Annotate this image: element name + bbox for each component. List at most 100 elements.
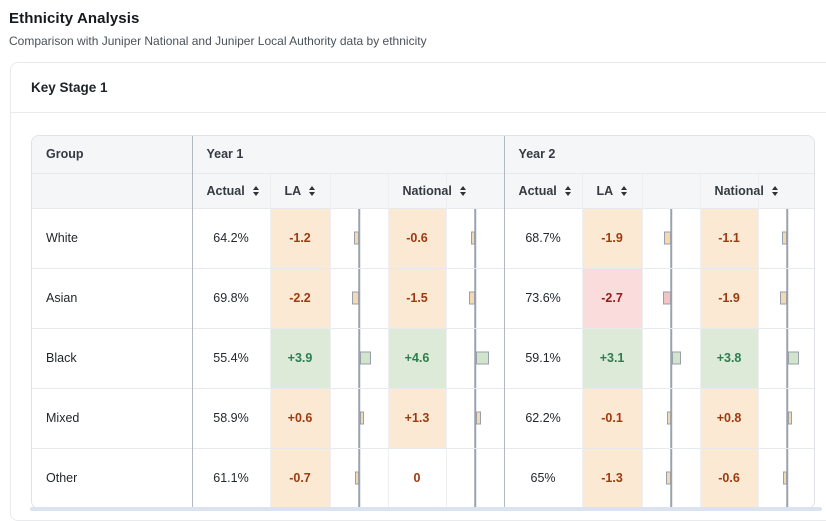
- national-delta-bar-cell: [445, 327, 505, 388]
- column-header-year1: Year 1: [191, 136, 505, 173]
- delta-bar-icon: [666, 471, 672, 485]
- subheader-empty: [641, 172, 701, 208]
- la-delta-bar-cell: [329, 387, 388, 448]
- page-title: Ethnicity Analysis: [9, 10, 140, 27]
- column-header-actual-y1[interactable]: Actual: [191, 172, 270, 208]
- baseline-icon: [786, 388, 789, 448]
- baseline-icon: [786, 328, 789, 388]
- key-stage-card: Key Stage 1 Group Year 1 Year 2: [10, 62, 826, 521]
- table-subheader-row: Actual LA National Actual: [32, 172, 814, 208]
- table-row: Other 61.1% -0.7 0 65% -1.3 -0.6: [32, 447, 814, 508]
- national-delta-cell: +1.3: [387, 387, 446, 448]
- la-delta-bar-cell: [641, 207, 701, 268]
- baseline-icon: [474, 328, 476, 388]
- la-delta-cell: -1.9: [581, 207, 643, 268]
- delta-bar-icon: [783, 471, 788, 485]
- baseline-icon: [358, 268, 360, 328]
- la-delta-cell: -2.7: [581, 267, 643, 328]
- actual-value-cell: 65%: [503, 447, 583, 508]
- national-delta-bar-cell: [445, 447, 505, 508]
- subheader-empty: [757, 172, 814, 208]
- baseline-icon: [358, 208, 360, 268]
- actual-value-cell: 64.2%: [191, 207, 270, 268]
- column-header-actual-y2[interactable]: Actual: [503, 172, 583, 208]
- delta-bar-icon: [672, 351, 682, 365]
- la-delta-cell: -0.7: [269, 447, 330, 508]
- actual-value-cell: 61.1%: [191, 447, 270, 508]
- delta-bar-icon: [667, 411, 672, 425]
- actual-value-cell: 68.7%: [503, 207, 583, 268]
- baseline-icon: [670, 328, 672, 388]
- actual-value-cell: 55.4%: [191, 327, 270, 388]
- actual-value-cell: 62.2%: [503, 387, 583, 448]
- sort-arrows-icon[interactable]: [771, 185, 778, 196]
- horizontal-scrollbar[interactable]: [30, 507, 822, 511]
- delta-bar-icon: [360, 411, 364, 425]
- la-delta-bar-cell: [641, 447, 701, 508]
- la-delta-cell: -1.2: [269, 207, 330, 268]
- subheader-empty: [445, 172, 505, 208]
- group-cell: White: [32, 207, 192, 268]
- delta-bar-icon: [476, 411, 482, 425]
- la-delta-bar-cell: [329, 447, 388, 508]
- actual-value-cell: 73.6%: [503, 267, 583, 328]
- national-delta-bar-cell: [757, 207, 814, 268]
- la-delta-bar-cell: [641, 387, 701, 448]
- national-delta-cell: -1.5: [387, 267, 446, 328]
- delta-bar-icon: [469, 291, 476, 305]
- national-delta-bar-cell: [757, 447, 814, 508]
- group-cell: Asian: [32, 267, 192, 328]
- baseline-icon: [670, 208, 672, 268]
- la-delta-bar-cell: [641, 267, 701, 328]
- column-header-group: Group: [32, 136, 192, 173]
- baseline-icon: [670, 388, 672, 448]
- delta-bar-icon: [471, 231, 476, 245]
- column-header-la-y1[interactable]: LA: [269, 172, 330, 208]
- sort-arrows-icon[interactable]: [564, 185, 571, 196]
- baseline-icon: [358, 388, 360, 448]
- delta-bar-icon: [352, 291, 359, 305]
- delta-bar-icon: [354, 231, 359, 245]
- national-delta-cell: 0: [387, 447, 446, 508]
- sort-arrows-icon[interactable]: [621, 185, 628, 196]
- la-delta-cell: -0.1: [581, 387, 643, 448]
- column-header-national-y2[interactable]: National: [699, 172, 778, 208]
- baseline-icon: [358, 328, 360, 388]
- delta-bar-icon: [663, 291, 672, 305]
- national-delta-bar-cell: [757, 387, 814, 448]
- la-delta-cell: -1.3: [581, 447, 643, 508]
- delta-bar-icon: [476, 351, 490, 365]
- column-header-year2: Year 2: [503, 136, 814, 173]
- national-delta-bar-cell: [757, 327, 814, 388]
- delta-bar-icon: [782, 231, 788, 245]
- national-delta-bar-cell: [445, 387, 505, 448]
- la-delta-bar-cell: [329, 207, 388, 268]
- baseline-icon: [474, 388, 476, 448]
- la-delta-cell: +0.6: [269, 387, 330, 448]
- column-header-national-y1[interactable]: National: [387, 172, 466, 208]
- delta-bar-icon: [788, 351, 800, 365]
- sort-arrows-icon[interactable]: [252, 185, 259, 196]
- table-row: Asian 69.8% -2.2 -1.5 73.6% -2.7 -1.9: [32, 267, 814, 328]
- page-subtitle: Comparison with Juniper National and Jun…: [9, 34, 427, 48]
- ethnicity-table: Group Year 1 Year 2 Actual LA: [31, 135, 815, 509]
- subheader-empty: [329, 172, 388, 208]
- la-delta-cell: +3.1: [581, 327, 643, 388]
- actual-value-cell: 59.1%: [503, 327, 583, 388]
- sort-arrows-icon[interactable]: [459, 185, 466, 196]
- delta-bar-icon: [788, 411, 793, 425]
- group-cell: Black: [32, 327, 192, 388]
- delta-bar-icon: [664, 231, 672, 245]
- sort-arrows-icon[interactable]: [309, 185, 316, 196]
- column-header-la-y2[interactable]: LA: [581, 172, 643, 208]
- subheader-empty: [32, 172, 192, 208]
- national-delta-bar-cell: [445, 207, 505, 268]
- card-body: Group Year 1 Year 2 Actual LA: [11, 113, 826, 509]
- delta-bar-icon: [360, 351, 371, 365]
- national-delta-bar-cell: [445, 267, 505, 328]
- table-row: White 64.2% -1.2 -0.6 68.7% -1.9 -1.1: [32, 207, 814, 268]
- la-delta-bar-cell: [329, 327, 388, 388]
- actual-value-cell: 69.8%: [191, 267, 270, 328]
- table-row: Mixed 58.9% +0.6 +1.3 62.2% -0.1 +0.8: [32, 387, 814, 448]
- national-delta-cell: -1.1: [699, 207, 759, 268]
